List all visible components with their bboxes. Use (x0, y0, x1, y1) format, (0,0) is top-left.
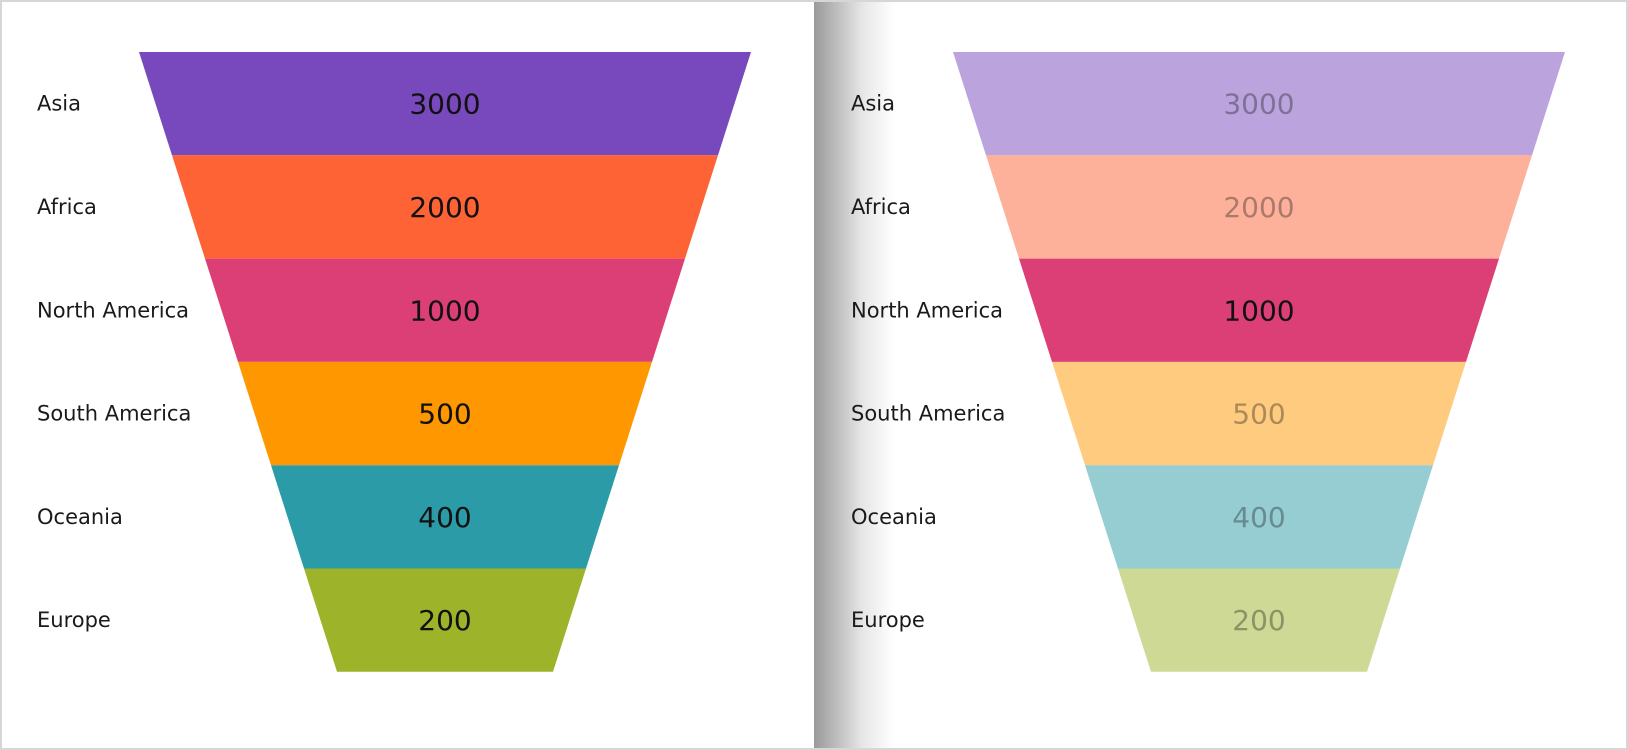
funnel-segment-shape-north-america[interactable] (1019, 258, 1499, 362)
value-label-oceania: 400 (418, 501, 471, 534)
category-label-africa: Africa (851, 195, 911, 219)
value-label-south-america: 500 (1232, 398, 1285, 431)
funnel-segment-europe[interactable]: 200 (304, 568, 586, 672)
value-label-africa: 2000 (1223, 191, 1294, 224)
funnel-segment-oceania[interactable]: 400 (271, 465, 619, 569)
funnel-panel-right: 3000 Asia 2000 Africa 1000 North America 500 So… (816, 2, 1626, 748)
value-label-europe: 200 (1232, 604, 1285, 637)
funnel-segment-north-america[interactable]: 1000 (1019, 258, 1499, 362)
value-label-europe: 200 (418, 604, 471, 637)
funnel-segment-shape-asia[interactable] (139, 52, 751, 156)
category-label-north-america: North America (37, 298, 189, 322)
category-label-oceania: Oceania (37, 505, 123, 529)
funnel-chart-right: 3000 Asia 2000 Africa 1000 North America 500 So… (851, 52, 1565, 672)
category-label-europe: Europe (851, 608, 925, 632)
category-label-north-america: North America (851, 298, 1003, 322)
funnel-segment-africa[interactable]: 2000 (986, 155, 1532, 259)
category-label-asia: Asia (37, 92, 81, 116)
category-label-oceania: Oceania (851, 505, 937, 529)
funnel-segment-shape-africa[interactable] (986, 155, 1532, 259)
funnel-segment-asia[interactable]: 3000 (139, 52, 751, 156)
value-label-oceania: 400 (1232, 501, 1285, 534)
funnel-segment-oceania[interactable]: 400 (1085, 465, 1433, 569)
value-label-south-america: 500 (418, 398, 471, 431)
category-label-south-america: South America (851, 402, 1005, 426)
funnel-segment-shape-south-america[interactable] (1052, 361, 1466, 466)
funnel-chart-left: 3000 Asia 2000 Africa 1000 North America 500 So… (37, 52, 751, 672)
funnel-segment-shape-oceania[interactable] (271, 465, 619, 569)
value-label-north-america: 1000 (1223, 294, 1294, 327)
funnel-segment-shape-africa[interactable] (172, 155, 718, 259)
funnel-segment-europe[interactable]: 200 (1118, 568, 1400, 672)
funnel-segment-south-america[interactable]: 500 (238, 361, 652, 466)
category-label-europe: Europe (37, 608, 111, 632)
funnel-segment-shape-south-america[interactable] (238, 361, 652, 466)
category-label-africa: Africa (37, 195, 97, 219)
panel-divider (814, 2, 894, 748)
funnel-segment-africa[interactable]: 2000 (172, 155, 718, 259)
category-label-south-america: South America (37, 402, 191, 426)
category-label-asia: Asia (851, 92, 895, 116)
funnel-segment-shape-europe[interactable] (1118, 568, 1400, 672)
funnel-segment-asia[interactable]: 3000 (953, 52, 1565, 156)
value-label-africa: 2000 (409, 191, 480, 224)
value-label-asia: 3000 (1223, 88, 1294, 121)
funnel-segment-shape-oceania[interactable] (1085, 465, 1433, 569)
value-label-north-america: 1000 (409, 294, 480, 327)
funnel-segment-shape-north-america[interactable] (205, 258, 685, 362)
funnel-segment-shape-asia[interactable] (953, 52, 1565, 156)
funnel-segment-shape-europe[interactable] (304, 568, 586, 672)
funnel-segment-north-america[interactable]: 1000 (205, 258, 685, 362)
value-label-asia: 3000 (409, 88, 480, 121)
funnel-segment-south-america[interactable]: 500 (1052, 361, 1466, 466)
funnel-panel-left: 3000 Asia 2000 Africa 1000 North America 500 So… (2, 2, 814, 748)
